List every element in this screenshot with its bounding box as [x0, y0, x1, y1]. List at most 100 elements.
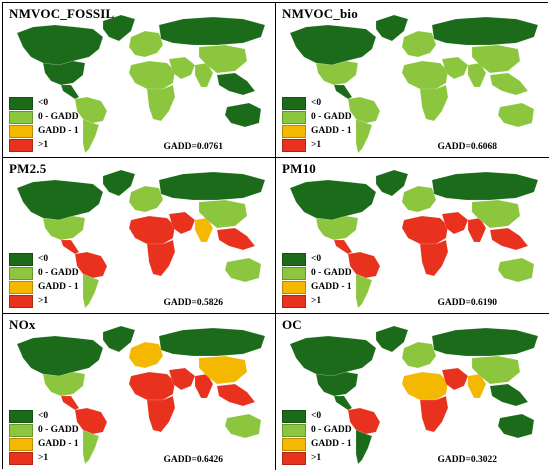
region-sa-north: [347, 251, 381, 279]
region-sa-north: [347, 407, 381, 435]
region-africa-north: [128, 215, 176, 245]
region-australia: [224, 413, 262, 439]
legend-label: 0 - GADD: [311, 268, 352, 278]
region-central-am: [60, 239, 80, 255]
region-china: [471, 355, 521, 385]
gadd-value: GADD=0.5826: [163, 298, 223, 308]
legend-swatch: [282, 124, 306, 138]
legend-swatch: [9, 138, 33, 152]
legend-swatch: [9, 252, 33, 266]
map-panel-1: NMVOC_FOSSIL <0 0 - GADD GADD - 1 >1 GADD=0…: [3, 3, 276, 158]
legend-swatch: [9, 280, 33, 294]
region-china: [198, 44, 248, 74]
region-mideast: [441, 367, 469, 391]
region-sa-south: [355, 273, 373, 309]
region-greenland: [102, 169, 136, 197]
legend-swatch: [9, 294, 33, 308]
legend-swatch: [9, 423, 33, 437]
legend-label: <0: [311, 254, 322, 264]
legend-label: GADD - 1: [311, 282, 352, 292]
region-africa-south: [419, 84, 449, 122]
region-na-north: [289, 24, 377, 66]
panel-title: PM10: [282, 161, 317, 176]
region-mideast: [168, 367, 196, 391]
legend-label: GADD - 1: [38, 282, 79, 292]
legend-label: GADD - 1: [38, 439, 79, 449]
legend-item: 0 - GADD: [282, 423, 352, 437]
region-africa-north: [401, 60, 449, 90]
region-na-north: [289, 179, 377, 221]
legend-label: 0 - GADD: [38, 112, 79, 122]
region-russia: [431, 327, 539, 357]
legend-swatch: [9, 266, 33, 280]
region-russia: [431, 171, 539, 201]
region-central-am: [333, 84, 353, 100]
legend-swatch: [9, 451, 33, 465]
region-se-asia: [216, 227, 256, 251]
region-sa-south: [82, 273, 100, 309]
map-panel-5: NOx <0 0 - GADD GADD - 1 >1 GADD=0.6426: [3, 314, 276, 470]
legend-item: >1: [282, 294, 352, 308]
legend: <0 0 - GADD GADD - 1 >1: [9, 96, 79, 152]
region-sa-south: [355, 118, 373, 154]
panel-title: PM2.5: [9, 161, 47, 176]
region-se-asia: [489, 227, 529, 251]
legend-item: GADD - 1: [9, 437, 79, 451]
region-africa-north: [128, 371, 176, 401]
region-europe: [128, 341, 164, 369]
region-russia: [158, 171, 266, 201]
world-map: [289, 325, 539, 465]
legend-swatch: [9, 124, 33, 138]
region-russia: [431, 16, 539, 46]
region-na-south: [42, 371, 86, 397]
legend-item: GADD - 1: [282, 124, 352, 138]
legend: <0 0 - GADD GADD - 1 >1: [282, 252, 352, 308]
legend-label: >1: [38, 296, 49, 306]
region-na-north: [16, 335, 104, 377]
legend-swatch: [282, 451, 306, 465]
region-sa-north: [74, 96, 108, 124]
region-africa-north: [401, 215, 449, 245]
region-se-asia: [216, 72, 256, 96]
legend-item: <0: [282, 252, 352, 266]
gadd-value: GADD=0.6068: [437, 142, 497, 152]
region-na-north: [16, 179, 104, 221]
region-greenland: [102, 325, 136, 353]
legend-swatch: [282, 294, 306, 308]
legend-swatch: [282, 96, 306, 110]
legend-label: 0 - GADD: [311, 425, 352, 435]
world-map: [289, 14, 539, 154]
region-sa-north: [74, 407, 108, 435]
region-greenland: [375, 169, 409, 197]
region-central-am: [333, 395, 353, 411]
region-na-south: [315, 215, 359, 241]
legend-item: 0 - GADD: [282, 266, 352, 280]
region-greenland: [102, 14, 136, 42]
legend-swatch: [282, 266, 306, 280]
legend-swatch: [282, 110, 306, 124]
region-africa-south: [419, 395, 449, 433]
region-russia: [158, 16, 266, 46]
legend-label: <0: [311, 411, 322, 421]
region-russia: [158, 327, 266, 357]
region-australia: [497, 102, 535, 128]
region-europe: [128, 30, 164, 58]
legend-label: 0 - GADD: [38, 425, 79, 435]
legend-swatch: [282, 437, 306, 451]
region-na-south: [315, 60, 359, 86]
region-australia: [497, 257, 535, 283]
region-sa-north: [347, 96, 381, 124]
region-central-am: [60, 395, 80, 411]
legend-swatch: [9, 409, 33, 423]
legend-item: <0: [282, 96, 352, 110]
legend-item: >1: [9, 294, 79, 308]
region-greenland: [375, 325, 409, 353]
legend-item: >1: [282, 451, 352, 465]
legend-item: 0 - GADD: [282, 110, 352, 124]
region-na-north: [16, 24, 104, 66]
region-sa-south: [82, 118, 100, 154]
region-central-am: [333, 239, 353, 255]
legend-swatch: [282, 423, 306, 437]
gadd-value: GADD=0.6426: [163, 455, 223, 465]
legend-item: 0 - GADD: [9, 110, 79, 124]
